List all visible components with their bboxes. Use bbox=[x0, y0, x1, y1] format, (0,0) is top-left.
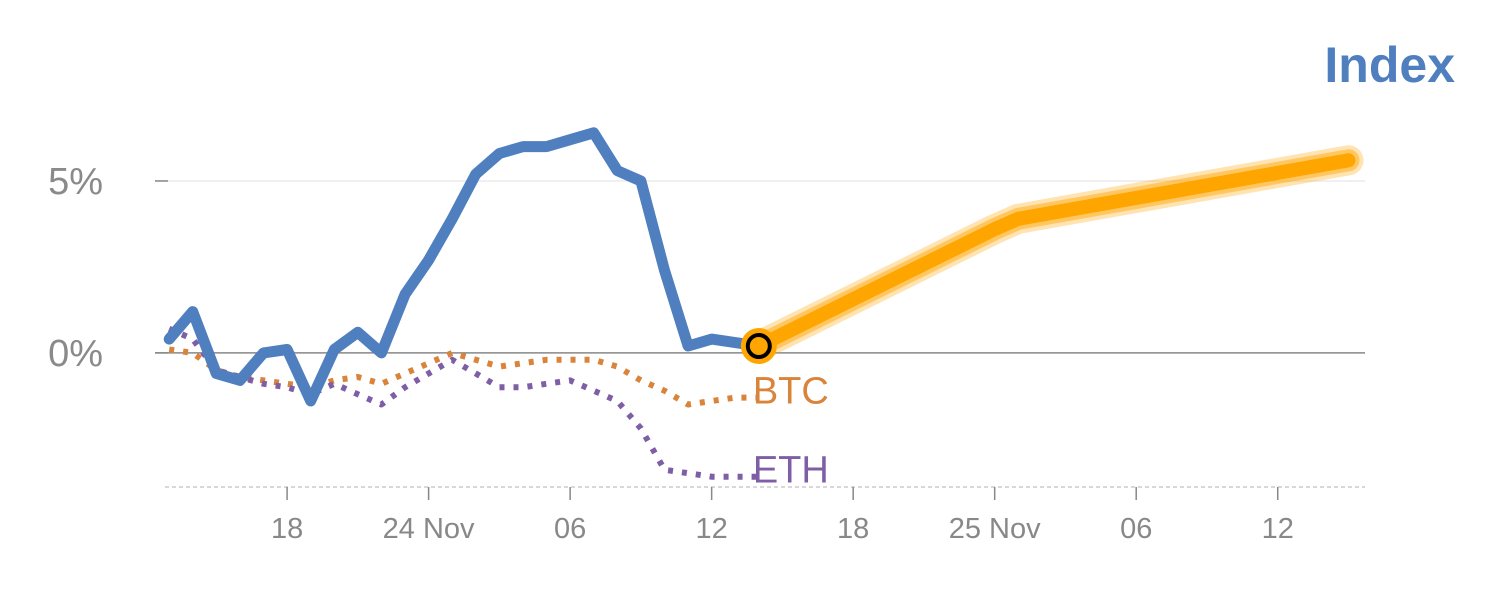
current-value-marker bbox=[745, 333, 772, 360]
x-tick-label: 24 Nov bbox=[383, 513, 475, 545]
x-tick-label: 06 bbox=[1120, 513, 1152, 545]
index-series-line bbox=[163, 127, 765, 407]
forecast-line bbox=[751, 153, 1356, 353]
forecast-band-outer bbox=[743, 145, 1364, 361]
label-layer: BTC ETH bbox=[740, 328, 829, 492]
x-tick-label: 12 bbox=[1262, 513, 1294, 545]
y-tick-label: 5% bbox=[48, 161, 103, 203]
series-label-btc: BTC bbox=[753, 371, 829, 413]
y-tick-label: 0% bbox=[48, 333, 103, 375]
axis-layer: 5% 0% 18 24 Nov 06 12 18 25 Nov 06 12 bbox=[48, 161, 1365, 545]
chart-title: Index bbox=[1324, 37, 1455, 93]
x-tick-label: 18 bbox=[271, 513, 303, 545]
series-label-eth: ETH bbox=[753, 450, 829, 492]
x-tick-label: 25 Nov bbox=[949, 513, 1041, 545]
series-layer bbox=[163, 127, 1364, 480]
x-tick-label: 06 bbox=[554, 513, 586, 545]
eth-series-line bbox=[167, 326, 759, 480]
grid-layer bbox=[155, 180, 1365, 354]
x-tick-label: 18 bbox=[837, 513, 869, 545]
x-tick-label: 12 bbox=[696, 513, 728, 545]
btc-series-line bbox=[168, 346, 759, 408]
